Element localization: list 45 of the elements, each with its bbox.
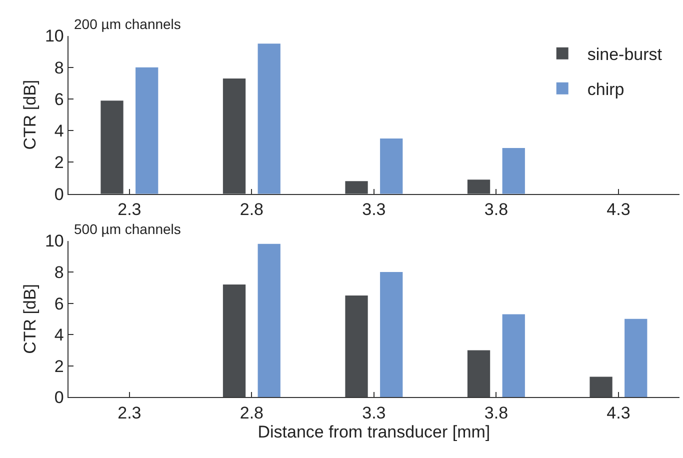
x-tick-label: 3.3 bbox=[362, 200, 386, 220]
x-tick-label: 2.3 bbox=[118, 200, 142, 220]
y-tick-label: 0 bbox=[54, 388, 64, 408]
y-tick-label: 2 bbox=[54, 153, 64, 172]
y-tick-label: 10 bbox=[44, 232, 64, 251]
bar bbox=[502, 148, 525, 194]
y-tick-label: 4 bbox=[54, 122, 64, 141]
bar bbox=[345, 181, 368, 194]
bar bbox=[258, 44, 280, 194]
bar bbox=[222, 78, 246, 194]
bar bbox=[467, 180, 490, 194]
bar bbox=[502, 314, 525, 398]
bar bbox=[345, 295, 368, 398]
bar bbox=[624, 318, 648, 398]
x-tick-label: 2.3 bbox=[118, 403, 142, 422]
x-tick-label: 3.8 bbox=[484, 200, 508, 220]
bar bbox=[380, 138, 403, 194]
x-tick-label: 4.3 bbox=[606, 403, 630, 422]
y-axis-title: CTR [dB] bbox=[20, 80, 40, 150]
chart-title: 200 µm channels bbox=[74, 16, 181, 32]
legend-label: sine-burst bbox=[587, 44, 662, 64]
x-tick-label: 3.8 bbox=[484, 403, 508, 422]
y-tick-label: 8 bbox=[54, 58, 64, 78]
y-tick-label: 6 bbox=[54, 90, 64, 109]
x-tick-label: 2.8 bbox=[240, 403, 264, 422]
y-tick-label: 2 bbox=[54, 356, 64, 376]
y-tick-label: 6 bbox=[54, 294, 64, 314]
bar bbox=[258, 244, 280, 398]
y-tick-label: 10 bbox=[44, 26, 64, 46]
chart-title: 500 µm channels bbox=[74, 221, 181, 237]
bar bbox=[136, 67, 158, 194]
x-tick-label: 4.3 bbox=[606, 200, 630, 220]
y-tick-label: 0 bbox=[54, 184, 64, 204]
bar bbox=[590, 376, 612, 398]
x-tick-label: 2.8 bbox=[240, 200, 264, 220]
x-tick-label: 3.3 bbox=[362, 403, 386, 422]
bar bbox=[467, 350, 490, 398]
x-axis-title: Distance from transducer [mm] bbox=[258, 422, 490, 442]
bar bbox=[222, 284, 246, 398]
legend-label: chirp bbox=[587, 80, 624, 100]
y-tick-label: 8 bbox=[54, 263, 64, 282]
bar bbox=[100, 100, 124, 194]
y-axis-title: CTR [dB] bbox=[20, 284, 40, 354]
bar bbox=[380, 272, 403, 398]
y-tick-label: 4 bbox=[54, 326, 64, 345]
